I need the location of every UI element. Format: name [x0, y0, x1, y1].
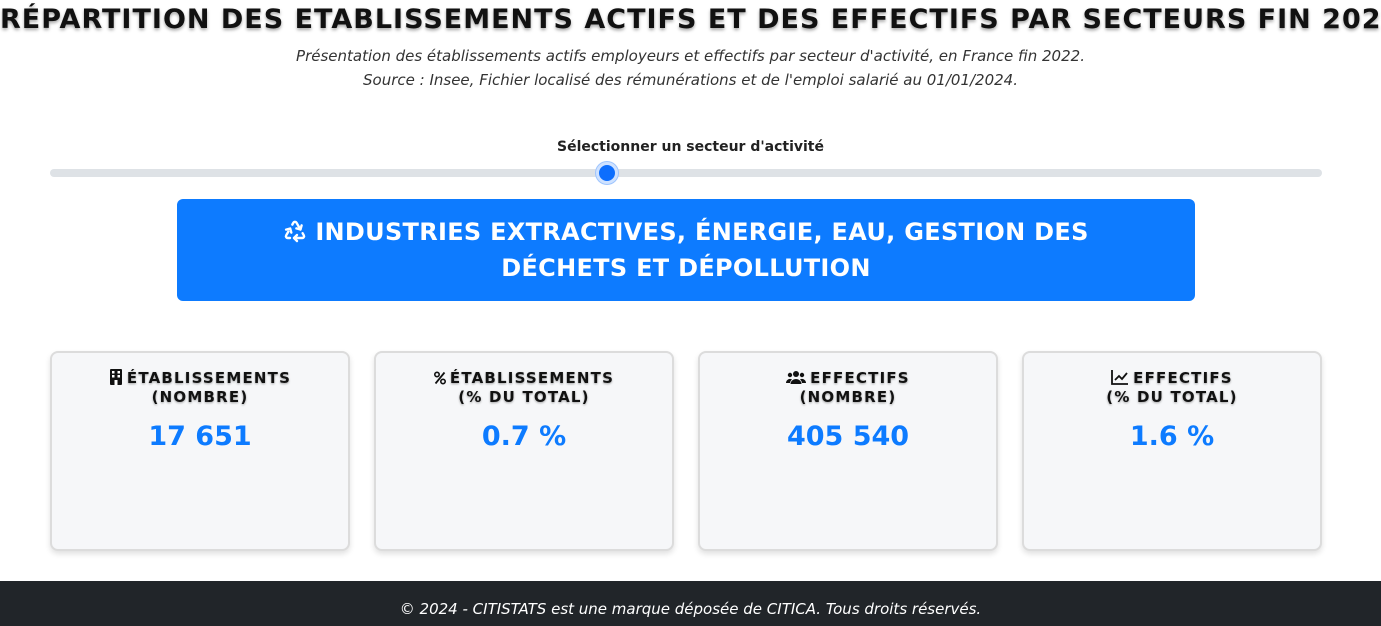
card-title-line2: (NOMBRE): [151, 388, 249, 406]
kpi-card-establishments-percent: ÉTABLISSEMENTS (% DU TOTAL) 0.7 %: [374, 351, 674, 551]
percent-icon: [433, 371, 446, 385]
kpi-card-workforce-percent: EFFECTIFS (% DU TOTAL) 1.6 %: [1022, 351, 1322, 551]
card-value: 17 651: [148, 421, 252, 452]
users-icon: [786, 371, 807, 384]
card-title-line1: EFFECTIFS: [1133, 369, 1233, 387]
card-value: 0.7 %: [481, 421, 567, 452]
building-icon: [109, 369, 122, 385]
card-value: 405 540: [786, 421, 910, 452]
page-source: Source : Insee, Fichier localisé des rém…: [363, 71, 1018, 89]
card-title-line2: (% DU TOTAL): [1106, 388, 1238, 406]
kpi-card-workforce-count: EFFECTIFS (NOMBRE) 405 540: [698, 351, 998, 551]
slider-label: Sélectionner un secteur d'activité: [556, 139, 824, 155]
page-subtitle: Présentation des établissements actifs e…: [296, 47, 1085, 65]
chart-line-icon: [1111, 370, 1129, 385]
card-title-line2: (% DU TOTAL): [458, 388, 590, 406]
footer: © 2024 - CITISTATS est une marque déposé…: [0, 581, 1381, 626]
sector-slider-thumb[interactable]: [596, 162, 619, 184]
card-value: 1.6 %: [1129, 421, 1215, 452]
recycle-icon: [285, 220, 306, 243]
footer-text: © 2024 - CITISTATS est une marque déposé…: [399, 600, 982, 618]
card-title-line2: (NOMBRE): [799, 388, 897, 406]
sector-slider-track[interactable]: [50, 169, 1322, 177]
sector-banner: INDUSTRIES EXTRACTIVES, ÉNERGIE, EAU, GE…: [177, 199, 1195, 301]
card-title-line1: ÉTABLISSEMENTS: [126, 369, 292, 387]
kpi-card-establishments-count: ÉTABLISSEMENTS (NOMBRE) 17 651: [50, 351, 350, 551]
page-title: RÉPARTITION DES ETABLISSEMENTS ACTIFS ET…: [0, 4, 1381, 35]
card-title-line1: ÉTABLISSEMENTS: [449, 369, 615, 387]
sector-name: INDUSTRIES EXTRACTIVES, ÉNERGIE, EAU, GE…: [315, 218, 1089, 282]
card-title-line1: EFFECTIFS: [810, 369, 910, 387]
